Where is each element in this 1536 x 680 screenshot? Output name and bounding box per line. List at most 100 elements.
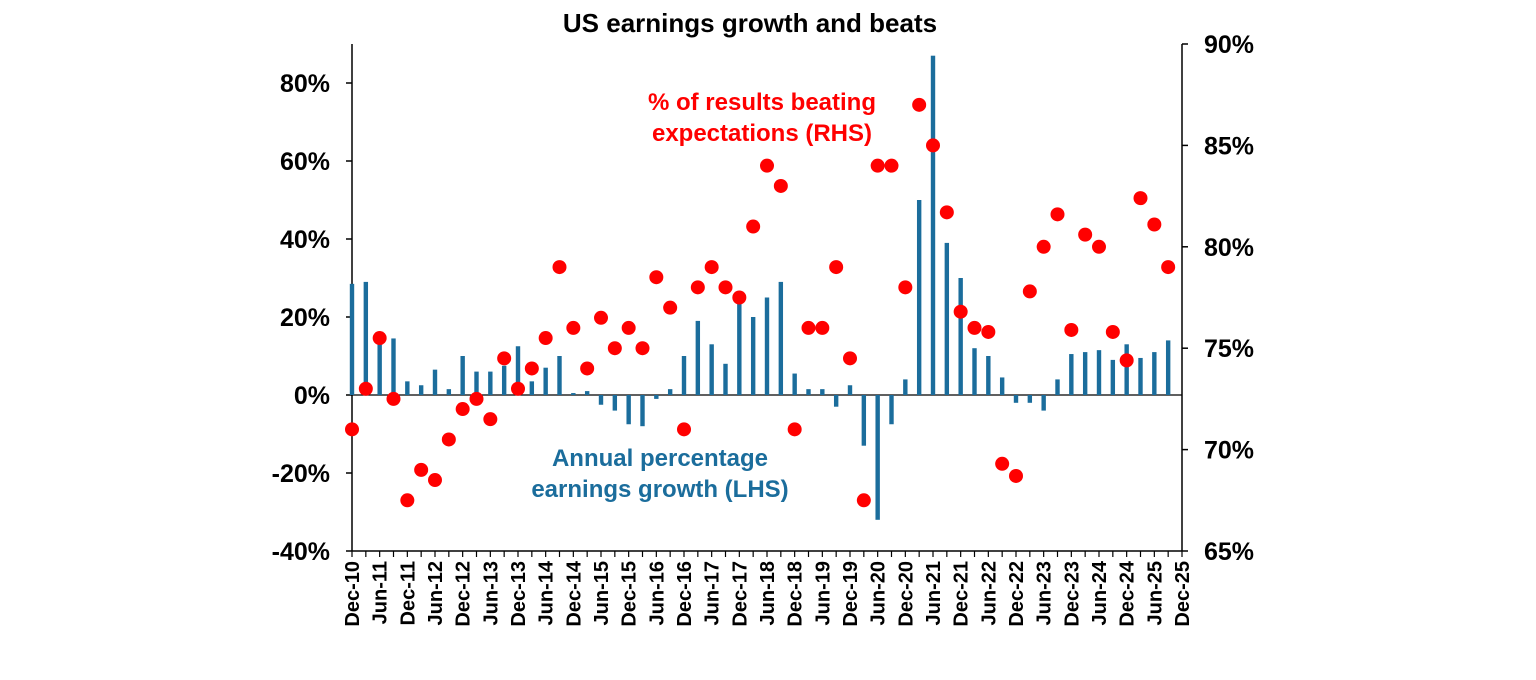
dot: [455, 402, 470, 417]
y2-tick-label: 75%: [1204, 335, 1254, 363]
dot: [677, 422, 691, 437]
bar: [889, 395, 894, 425]
bar: [833, 395, 839, 407]
x-tick-label: Jun-18: [757, 561, 779, 625]
dot: [441, 432, 456, 447]
y2-tick-label: 90%: [1204, 31, 1254, 59]
y-tick-label: 20%: [280, 304, 330, 332]
bar: [737, 297, 742, 395]
chart-title: US earnings growth and beats: [563, 8, 937, 38]
bar: [446, 389, 452, 395]
bar: [764, 297, 770, 395]
dot: [1050, 207, 1065, 222]
bar: [1165, 340, 1171, 395]
x-tick-label: Dec-16: [674, 561, 696, 627]
x-tick-label: Jun-13: [480, 561, 502, 625]
dot: [829, 260, 844, 275]
bar: [999, 377, 1005, 395]
x-tick-label: Dec-21: [951, 561, 973, 627]
dot: [815, 320, 830, 335]
x-tick-label: Dec-20: [895, 561, 917, 627]
dot: [884, 158, 899, 173]
bar: [557, 356, 562, 395]
bar: [958, 278, 963, 395]
dot: [843, 351, 857, 366]
dot: [1092, 239, 1106, 254]
bar: [1152, 352, 1157, 395]
bar: [1124, 344, 1129, 395]
bar: [1055, 379, 1060, 395]
x-tick-label: Jun-15: [591, 561, 613, 625]
dot: [566, 320, 581, 335]
dot: [898, 280, 913, 295]
bar: [391, 338, 396, 395]
bar: [488, 371, 493, 395]
y2-tick-label: 70%: [1204, 437, 1254, 465]
bar: [584, 391, 590, 395]
dot: [801, 320, 816, 335]
x-tick-label: Dec-15: [619, 561, 641, 627]
dot: [469, 391, 484, 406]
dot: [732, 290, 747, 305]
dot: [1147, 217, 1162, 232]
bar: [1138, 357, 1143, 395]
dot: [926, 138, 940, 153]
dot: [912, 97, 927, 112]
bar: [916, 200, 922, 395]
annotation: Annual percentage: [552, 445, 768, 472]
bar: [792, 373, 797, 395]
dot: [787, 422, 802, 437]
bar: [847, 385, 853, 395]
bar: [875, 395, 880, 520]
x-tick-label: Jun-16: [646, 561, 668, 625]
bar: [861, 395, 867, 446]
dot: [497, 351, 512, 366]
bar: [515, 346, 521, 395]
dot: [649, 270, 664, 285]
dot: [1009, 468, 1023, 483]
dot: [760, 158, 774, 173]
bar: [529, 381, 535, 395]
dot: [372, 331, 387, 346]
bar: [806, 389, 811, 395]
x-tick-label: Dec-17: [729, 561, 751, 627]
y2-tick-label: 85%: [1204, 132, 1254, 160]
x-tick-label: Jun-24: [1089, 560, 1111, 625]
x-tick-label: Jun-17: [702, 561, 724, 625]
dot: [580, 361, 595, 376]
annotation: expectations (RHS): [652, 120, 872, 147]
bar: [460, 356, 465, 395]
bar: [1082, 352, 1088, 395]
x-tick-label: Dec-14: [563, 560, 585, 626]
bar: [474, 371, 479, 395]
bar: [377, 342, 382, 395]
dot: [746, 219, 761, 234]
dot: [607, 341, 622, 356]
bar: [571, 393, 576, 395]
annotation: % of results beating: [648, 89, 876, 116]
bar: [612, 395, 618, 411]
dot: [939, 205, 954, 220]
bar: [750, 317, 756, 395]
dot: [995, 456, 1010, 471]
dot: [1105, 324, 1120, 339]
bar: [681, 356, 687, 395]
bar: [930, 55, 936, 395]
x-tick-label: Dec-13: [508, 561, 530, 627]
dot: [870, 158, 885, 173]
y-tick-label: 0%: [294, 382, 330, 410]
dot: [428, 473, 442, 488]
dot: [663, 300, 678, 315]
x-tick-label: Jun-11: [370, 561, 392, 624]
bar: [1110, 359, 1116, 395]
dot: [524, 361, 539, 376]
x-tick-label: Jun-22: [978, 561, 1000, 625]
bar: [405, 381, 410, 395]
y-tick-label: -20%: [272, 460, 330, 488]
annotation: earnings growth (LHS): [531, 476, 788, 503]
dot: [386, 391, 401, 406]
x-tick-label: Dec-23: [1061, 561, 1083, 627]
dot: [552, 260, 567, 275]
bar: [418, 385, 424, 395]
